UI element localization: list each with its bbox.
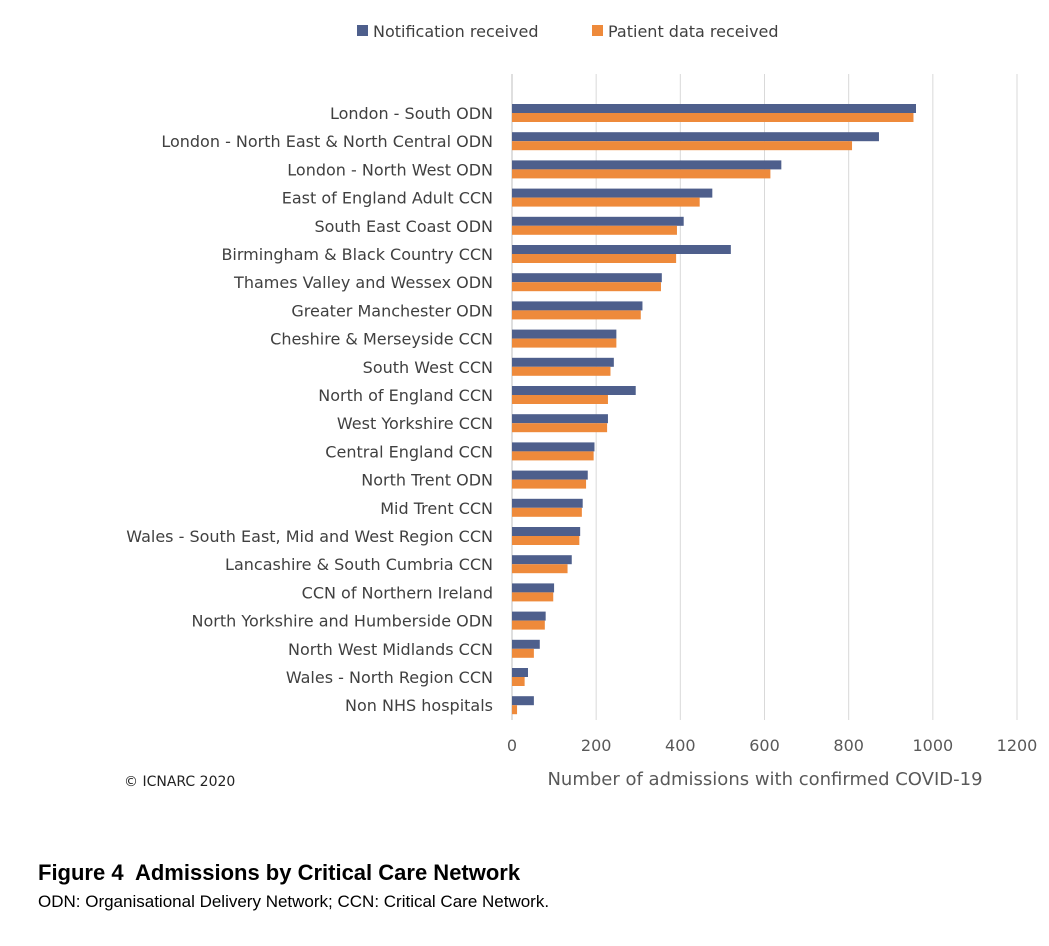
- category-label: North of England CCN: [318, 386, 493, 405]
- bar-patient-data: [512, 113, 914, 122]
- bar-patient-data: [512, 564, 568, 574]
- category-label: South West CCN: [363, 358, 493, 377]
- category-label: Non NHS hospitals: [345, 696, 493, 715]
- category-label: CCN of Northern Ireland: [302, 583, 493, 602]
- bar-patient-data: [512, 507, 582, 517]
- x-tick-label: 400: [665, 736, 696, 755]
- bar-notification: [512, 527, 581, 536]
- bar-patient-data: [512, 282, 661, 292]
- bar-notification: [512, 414, 608, 424]
- x-tick-label: 1200: [997, 736, 1038, 755]
- bar-patient-data: [512, 648, 534, 658]
- category-label: London - North East & North Central ODN: [161, 132, 493, 151]
- copyright-notice: © ICNARC 2020: [124, 774, 236, 790]
- category-label: Central England CCN: [325, 442, 493, 461]
- legend-label-notification: Notification received: [373, 22, 539, 41]
- bar-notification: [512, 498, 583, 508]
- bar-patient-data: [512, 338, 617, 348]
- figure-title: Figure 4 Admissions by Critical Care Net…: [38, 860, 521, 885]
- bar-patient-data: [512, 451, 594, 461]
- bar-patient-data: [512, 536, 580, 545]
- legend-swatch-notification: [357, 25, 368, 36]
- bar-notification: [512, 555, 572, 565]
- category-label: Wales - North Region CCN: [286, 668, 493, 687]
- category-label: East of England Adult CCN: [282, 189, 493, 208]
- category-label: South East Coast ODN: [314, 217, 493, 236]
- bar-notification: [512, 216, 684, 226]
- bar-notification: [512, 357, 614, 367]
- category-label: London - North West ODN: [287, 160, 493, 179]
- bars: [512, 104, 916, 715]
- bar-patient-data: [512, 169, 771, 179]
- category-label: West Yorkshire CCN: [337, 414, 493, 433]
- bar-patient-data: [512, 423, 608, 433]
- x-tick-label: 200: [581, 736, 612, 755]
- bar-notification: [512, 583, 555, 593]
- category-label: London - South ODN: [330, 104, 493, 123]
- legend-label-patient-data: Patient data received: [608, 22, 779, 41]
- category-label: Cheshire & Merseyside CCN: [270, 330, 493, 349]
- x-tick-labels: 0 200 400 600 800 1000 1200: [507, 736, 1037, 755]
- bar-notification: [512, 470, 588, 480]
- bar-patient-data: [512, 479, 587, 489]
- bar-patient-data: [512, 705, 518, 715]
- bar-notification: [512, 668, 528, 677]
- category-label: Wales - South East, Mid and West Region …: [126, 527, 493, 546]
- category-label: North Trent ODN: [361, 471, 493, 490]
- bar-notification: [512, 132, 879, 142]
- x-tick-label: 600: [749, 736, 780, 755]
- gridlines: [511, 74, 1018, 720]
- bar-notification: [512, 611, 546, 621]
- bar-patient-data: [512, 592, 554, 602]
- bar-notification: [512, 245, 731, 254]
- category-label: Birmingham & Black Country CCN: [221, 245, 493, 264]
- category-label: Greater Manchester ODN: [291, 301, 493, 320]
- bar-notification: [512, 386, 636, 395]
- bar-notification: [512, 639, 540, 649]
- category-label: North Yorkshire and Humberside ODN: [192, 612, 493, 631]
- category-label: Thames Valley and Wessex ODN: [233, 273, 493, 292]
- bar-patient-data: [512, 141, 853, 151]
- figure-caption: ODN: Organisational Delivery Network; CC…: [38, 892, 550, 911]
- category-label: North West Midlands CCN: [288, 640, 493, 659]
- x-tick-label: 1000: [912, 736, 953, 755]
- bar-patient-data: [512, 677, 525, 686]
- bar-patient-data: [512, 254, 677, 263]
- bar-patient-data: [512, 620, 545, 630]
- category-label: Lancashire & South Cumbria CCN: [225, 555, 493, 574]
- bar-notification: [512, 442, 595, 452]
- bar-patient-data: [512, 395, 608, 404]
- bar-notification: [512, 160, 782, 170]
- bar-patient-data: [512, 197, 700, 207]
- bar-notification: [512, 696, 534, 706]
- bar-notification: [512, 273, 662, 283]
- bar-patient-data: [512, 310, 641, 320]
- x-tick-label: 800: [833, 736, 864, 755]
- admissions-bar-chart: Notification received Patient data recei…: [126, 22, 1037, 790]
- bar-notification: [512, 301, 643, 311]
- x-axis-title: Number of admissions with confirmed COVI…: [547, 769, 982, 790]
- legend: Notification received Patient data recei…: [357, 22, 779, 41]
- bar-patient-data: [512, 225, 677, 235]
- bar-notification: [512, 104, 916, 113]
- category-labels: London - South ODN London - North East & …: [126, 104, 493, 715]
- bar-patient-data: [512, 366, 611, 376]
- legend-swatch-patient-data: [592, 25, 603, 36]
- bar-notification: [512, 329, 617, 339]
- bar-notification: [512, 188, 713, 198]
- x-tick-label: 0: [507, 736, 517, 755]
- category-label: Mid Trent CCN: [380, 499, 493, 518]
